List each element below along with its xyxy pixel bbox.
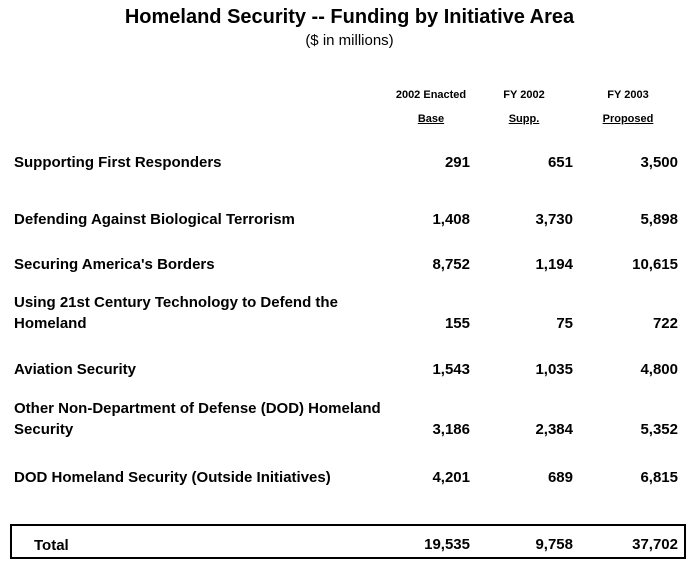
row-label: Securing America's Borders [14,256,215,273]
cell-enacted-base: 291 [444,154,470,171]
cell-fy2002-supp: 1,035 [535,361,573,378]
column-header-enacted-base: 2002 Enacted Base [376,89,486,125]
column-header-fy2002-supp: FY 2002 Supp. [469,89,579,125]
page-title: Homeland Security -- Funding by Initiati… [124,6,575,28]
column-header-line1: FY 2003 [607,89,649,101]
page-subtitle: ($ in millions) [305,32,394,49]
cell-enacted-base: 1,408 [432,211,470,228]
cell-fy2003-proposed: 5,898 [640,211,678,228]
cell-enacted-base: 8,752 [432,256,470,273]
cell-enacted-base: 4,201 [432,469,470,486]
cell-fy2002-supp: 651 [547,154,573,171]
cell-enacted-base: 3,186 [432,421,470,438]
row-label: Using 21st Century Technology to Defend … [14,294,338,332]
cell-fy2003-proposed: 722 [652,315,678,332]
total-fy2003-proposed: 37,702 [632,536,678,553]
cell-fy2003-proposed: 5,352 [640,421,678,438]
total-row-box [10,524,686,559]
cell-fy2002-supp: 1,194 [535,256,573,273]
cell-fy2002-supp: 2,384 [535,421,573,438]
column-header-fy2003-proposed: FY 2003 Proposed [573,89,683,125]
column-header-line1: 2002 Enacted [395,89,467,101]
cell-fy2003-proposed: 3,500 [640,154,678,171]
row-label: Supporting First Responders [14,154,222,171]
total-fy2002-supp: 9,758 [535,536,573,553]
cell-fy2003-proposed: 10,615 [632,256,678,273]
row-label: Other Non-Department of Defense (DOD) Ho… [14,400,381,438]
cell-fy2003-proposed: 4,800 [640,361,678,378]
cell-fy2002-supp: 3,730 [535,211,573,228]
total-label: Total [34,537,69,554]
column-header-line2: Proposed [602,113,654,125]
column-header-line2: Supp. [508,113,540,125]
cell-fy2003-proposed: 6,815 [640,469,678,486]
column-header-line1: FY 2002 [503,89,545,101]
cell-enacted-base: 1,543 [432,361,470,378]
cell-enacted-base: 155 [444,315,470,332]
row-label: Defending Against Biological Terrorism [14,211,295,228]
cell-fy2002-supp: 75 [556,315,573,332]
cell-fy2002-supp: 689 [547,469,573,486]
total-enacted-base: 19,535 [424,536,470,553]
row-label: Aviation Security [14,361,136,378]
column-header-line2: Base [417,113,445,125]
row-label: DOD Homeland Security (Outside Initiativ… [14,469,331,486]
